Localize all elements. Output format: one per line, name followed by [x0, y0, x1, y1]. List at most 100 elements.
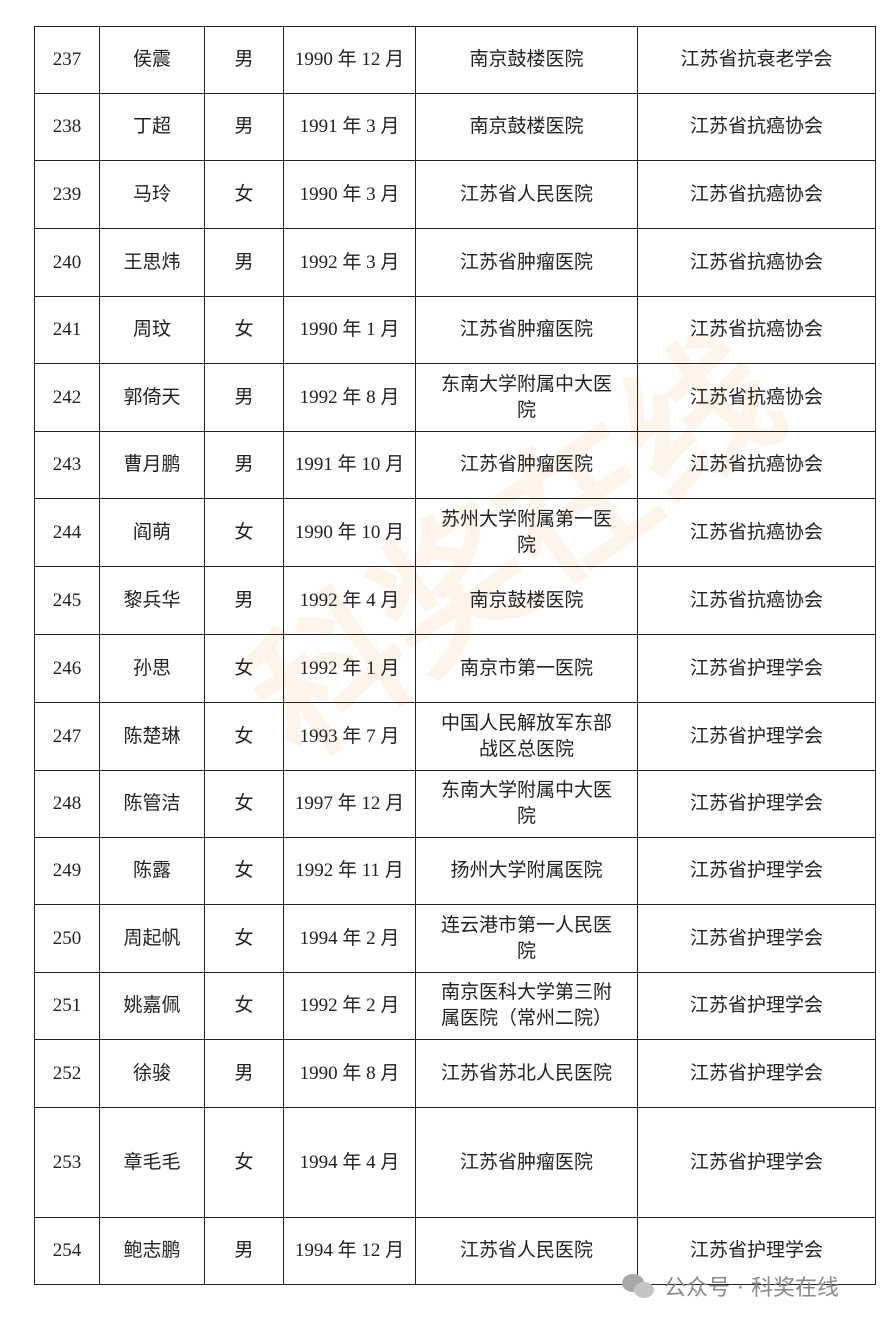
society-cell: 江苏省护理学会 [637, 702, 876, 771]
wechat-icon [622, 1272, 656, 1300]
gender-cell: 男 [204, 363, 284, 432]
society-cell: 江苏省抗癌协会 [637, 566, 876, 635]
row-number-cell: 247 [34, 702, 100, 771]
birth-date-cell: 1991 年 10 月 [283, 431, 416, 499]
name-cell: 郭倚天 [99, 363, 205, 432]
birth-date-cell: 1990 年 3 月 [283, 160, 416, 229]
row-number-cell: 244 [34, 498, 100, 567]
name-cell: 徐骏 [99, 1039, 205, 1108]
gender-cell: 女 [204, 160, 284, 229]
name-cell: 黎兵华 [99, 566, 205, 635]
awardee-table: 237 侯震男 1990 年 12 月南京鼓楼医院 江苏省抗衰老学会 238 丁超男 199… [34, 26, 876, 1285]
society-cell: 江苏省抗癌协会 [637, 363, 876, 432]
birth-date-cell: 1990 年 8 月 [283, 1039, 416, 1108]
society-cell: 江苏省抗癌协会 [637, 160, 876, 229]
table-row: 242 郭倚天男 1992 年 8 月东南大学附属中大医院 江苏省抗癌协会 [34, 363, 876, 432]
row-number-cell: 246 [34, 634, 100, 703]
birth-date-cell: 1990 年 12 月 [283, 26, 416, 94]
society-cell: 江苏省抗癌协会 [637, 296, 876, 364]
birth-date-cell: 1992 年 2 月 [283, 972, 416, 1040]
institution-cell: 江苏省肿瘤医院 [415, 431, 638, 499]
row-number-cell: 254 [34, 1217, 100, 1285]
institution-cell: 中国人民解放军东部战区总医院 [415, 702, 638, 771]
institution-cell: 南京医科大学第三附属医院（常州二院） [415, 972, 638, 1040]
name-cell: 陈露 [99, 837, 205, 905]
birth-date-cell: 1990 年 10 月 [283, 498, 416, 567]
institution-cell: 连云港市第一人民医院 [415, 904, 638, 973]
row-number-cell: 252 [34, 1039, 100, 1108]
society-cell: 江苏省护理学会 [637, 1039, 876, 1108]
birth-date-cell: 1992 年 8 月 [283, 363, 416, 432]
name-cell: 侯震 [99, 26, 205, 94]
birth-date-cell: 1994 年 2 月 [283, 904, 416, 973]
gender-cell: 女 [204, 1107, 284, 1218]
gender-cell: 男 [204, 431, 284, 499]
gender-cell: 女 [204, 498, 284, 567]
row-number-cell: 238 [34, 93, 100, 161]
row-number-cell: 237 [34, 26, 100, 94]
gender-cell: 女 [204, 837, 284, 905]
society-cell: 江苏省抗癌协会 [637, 228, 876, 297]
society-cell: 江苏省护理学会 [637, 634, 876, 703]
gender-cell: 女 [204, 770, 284, 838]
society-cell: 江苏省护理学会 [637, 1217, 876, 1285]
row-number-cell: 239 [34, 160, 100, 229]
society-cell: 江苏省抗衰老学会 [637, 26, 876, 94]
gender-cell: 男 [204, 566, 284, 635]
table-row: 247 陈楚琳女 1993 年 7 月中国人民解放军东部战区总医院 江苏省护理学会 [34, 702, 876, 771]
name-cell: 丁超 [99, 93, 205, 161]
row-number-cell: 240 [34, 228, 100, 297]
name-cell: 章毛毛 [99, 1107, 205, 1218]
gender-cell: 女 [204, 634, 284, 703]
society-cell: 江苏省抗癌协会 [637, 93, 876, 161]
table-row: 243 曹月鹏男 1991 年 10 月江苏省肿瘤医院 江苏省抗癌协会 [34, 431, 876, 499]
institution-cell: 南京鼓楼医院 [415, 26, 638, 94]
row-number-cell: 242 [34, 363, 100, 432]
institution-cell: 江苏省肿瘤医院 [415, 296, 638, 364]
row-number-cell: 250 [34, 904, 100, 973]
table-row: 248 陈管洁女 1997 年 12 月东南大学附属中大医院 江苏省护理学会 [34, 770, 876, 838]
row-number-cell: 241 [34, 296, 100, 364]
gender-cell: 男 [204, 1217, 284, 1285]
name-cell: 陈楚琳 [99, 702, 205, 771]
table-row: 238 丁超男 1991 年 3 月南京鼓楼医院 江苏省抗癌协会 [34, 93, 876, 161]
name-cell: 陈管洁 [99, 770, 205, 838]
name-cell: 周玟 [99, 296, 205, 364]
institution-cell: 江苏省肿瘤医院 [415, 1107, 638, 1218]
gender-cell: 男 [204, 26, 284, 94]
birth-date-cell: 1991 年 3 月 [283, 93, 416, 161]
gender-cell: 女 [204, 972, 284, 1040]
institution-cell: 江苏省人民医院 [415, 1217, 638, 1285]
table-row: 246 孙思女 1992 年 1 月南京市第一医院 江苏省护理学会 [34, 634, 876, 703]
society-cell: 江苏省护理学会 [637, 770, 876, 838]
row-number-cell: 249 [34, 837, 100, 905]
gender-cell: 女 [204, 904, 284, 973]
table-body: 237 侯震男 1990 年 12 月南京鼓楼医院 江苏省抗衰老学会 238 丁超男 199… [34, 26, 876, 1285]
institution-cell: 东南大学附属中大医院 [415, 770, 638, 838]
row-number-cell: 243 [34, 431, 100, 499]
table-row: 253 章毛毛女 1994 年 4 月江苏省肿瘤医院 江苏省护理学会 [34, 1107, 876, 1218]
gender-cell: 男 [204, 93, 284, 161]
institution-cell: 苏州大学附属第一医院 [415, 498, 638, 567]
institution-cell: 南京市第一医院 [415, 634, 638, 703]
row-number-cell: 251 [34, 972, 100, 1040]
footer-attribution: 公众号 · 科奖在线 [622, 1270, 839, 1302]
society-cell: 江苏省护理学会 [637, 837, 876, 905]
name-cell: 王思炜 [99, 228, 205, 297]
footer-text: 公众号 · 科奖在线 [664, 1276, 839, 1301]
institution-cell: 江苏省苏北人民医院 [415, 1039, 638, 1108]
gender-cell: 男 [204, 228, 284, 297]
name-cell: 鲍志鹏 [99, 1217, 205, 1285]
society-cell: 江苏省护理学会 [637, 972, 876, 1040]
table-row: 241 周玟女 1990 年 1 月江苏省肿瘤医院 江苏省抗癌协会 [34, 296, 876, 364]
birth-date-cell: 1997 年 12 月 [283, 770, 416, 838]
name-cell: 马玲 [99, 160, 205, 229]
birth-date-cell: 1990 年 1 月 [283, 296, 416, 364]
birth-date-cell: 1992 年 3 月 [283, 228, 416, 297]
table-row: 254 鲍志鹏男 1994 年 12 月江苏省人民医院 江苏省护理学会 [34, 1217, 876, 1285]
row-number-cell: 245 [34, 566, 100, 635]
society-cell: 江苏省抗癌协会 [637, 498, 876, 567]
gender-cell: 女 [204, 296, 284, 364]
name-cell: 姚嘉佩 [99, 972, 205, 1040]
table-row: 250 周起帆女 1994 年 2 月连云港市第一人民医院 江苏省护理学会 [34, 904, 876, 973]
